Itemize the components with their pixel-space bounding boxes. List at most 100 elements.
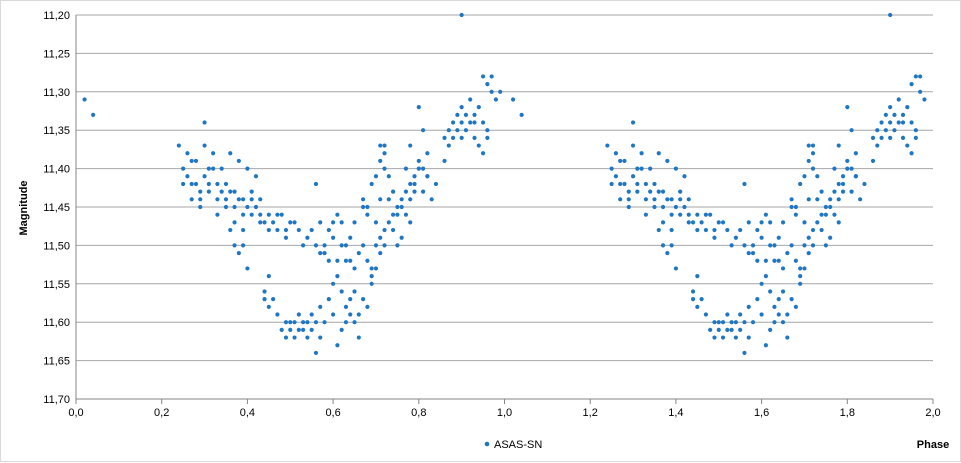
data-point [785, 312, 790, 317]
data-point [433, 181, 439, 187]
data-point [288, 327, 293, 332]
data-point [768, 289, 773, 294]
data-point [181, 166, 186, 171]
data-point [489, 74, 494, 79]
data-point [386, 197, 391, 202]
data-point [733, 235, 738, 240]
data-point [365, 204, 370, 210]
y-tick-label: 11,40 [43, 164, 70, 176]
data-point [369, 266, 374, 271]
data-point [802, 174, 807, 179]
data-point [412, 189, 417, 194]
data-point [288, 220, 293, 225]
data-point [343, 304, 349, 309]
data-point [918, 74, 923, 79]
data-point [630, 174, 636, 179]
data-point [283, 320, 289, 325]
data-point [301, 320, 306, 325]
data-point [896, 120, 901, 125]
data-point [318, 304, 323, 309]
data-point [446, 143, 451, 148]
y-tick-label: 11,60 [43, 317, 70, 329]
data-point [258, 220, 263, 225]
data-point [309, 327, 314, 332]
data-point [378, 250, 383, 256]
data-point [360, 197, 366, 202]
data-point [266, 304, 271, 309]
data-point [660, 243, 666, 248]
data-point [793, 304, 798, 309]
data-point [780, 220, 786, 225]
x-tick-label: 0,6 [325, 407, 340, 419]
data-point [883, 112, 888, 117]
data-point [798, 274, 803, 279]
data-point [815, 174, 820, 179]
data-point [318, 335, 323, 340]
data-point [858, 197, 863, 202]
x-tick-label: 1,8 [840, 407, 855, 419]
data-point [845, 105, 850, 110]
data-point [755, 297, 760, 302]
data-point [343, 243, 349, 248]
data-point [828, 197, 833, 202]
data-point [708, 327, 713, 332]
data-point [305, 335, 310, 340]
data-point [275, 212, 280, 217]
y-tick-label: 11,50 [43, 240, 70, 252]
data-point [810, 166, 816, 171]
data-point [656, 151, 661, 156]
data-point [699, 220, 704, 225]
data-point [682, 174, 687, 179]
data-point [185, 174, 190, 179]
data-point [399, 197, 404, 202]
data-point [913, 135, 918, 140]
data-point [750, 243, 756, 248]
data-point [703, 227, 708, 233]
data-point [776, 297, 781, 302]
x-tick-label: 2,0 [925, 407, 940, 419]
data-point [618, 197, 623, 202]
data-point [480, 151, 486, 156]
data-point [472, 135, 477, 140]
legend-label: ASAS-SN [494, 439, 542, 451]
data-point [292, 320, 297, 325]
data-point [288, 320, 293, 325]
data-point [652, 204, 657, 210]
data-point [198, 197, 203, 202]
data-point [643, 212, 649, 217]
data-point [202, 120, 207, 125]
data-point [382, 243, 387, 248]
data-point [408, 181, 413, 187]
data-point [815, 220, 820, 225]
data-point [266, 212, 271, 217]
data-point [789, 243, 794, 248]
data-point [232, 204, 237, 210]
data-point [335, 343, 340, 348]
data-point [686, 220, 691, 225]
data-point [849, 128, 854, 133]
data-point [176, 143, 181, 148]
data-point [450, 120, 456, 125]
data-point [763, 258, 768, 263]
data-point [618, 158, 623, 164]
data-point [669, 227, 674, 233]
data-point [626, 189, 631, 194]
data-point [776, 235, 781, 240]
data-point [403, 212, 409, 217]
data-point [425, 151, 430, 156]
data-point [498, 89, 503, 94]
data-point [459, 135, 464, 140]
data-point [789, 297, 794, 302]
data-point [819, 227, 824, 233]
data-point [785, 250, 790, 256]
data-point [738, 312, 743, 317]
data-point [750, 250, 756, 256]
data-point [643, 181, 649, 187]
data-point [896, 97, 901, 102]
data-point [823, 204, 828, 210]
data-point [669, 243, 674, 248]
data-point [738, 327, 743, 332]
data-point [780, 320, 786, 325]
data-point [695, 212, 700, 217]
